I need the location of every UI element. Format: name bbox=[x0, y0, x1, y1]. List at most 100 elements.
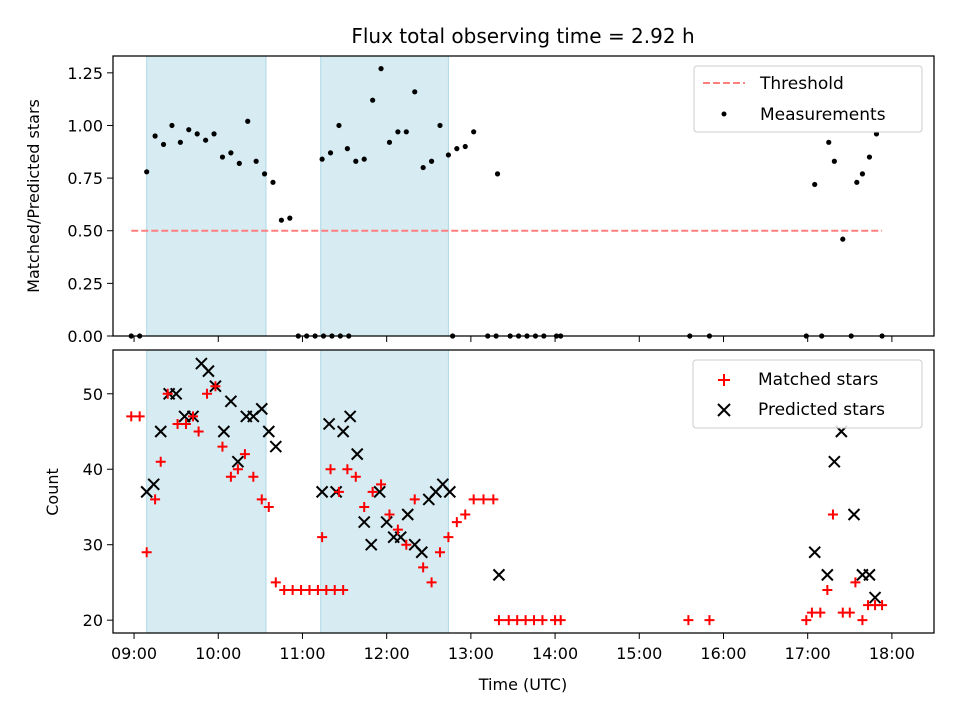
measurement-point bbox=[228, 150, 234, 156]
matched-star-point bbox=[134, 411, 145, 422]
matched-star-point bbox=[392, 524, 403, 535]
predicted-star-point bbox=[154, 425, 167, 438]
predicted-star-point bbox=[269, 440, 283, 453]
matched-star-point bbox=[217, 441, 228, 452]
matched-star-point bbox=[180, 418, 191, 429]
predicted-star-point bbox=[350, 447, 364, 461]
predicted-star-point bbox=[315, 485, 329, 499]
matched-star-point bbox=[256, 494, 267, 505]
measurement-point bbox=[253, 158, 259, 164]
predicted-star-point bbox=[821, 568, 834, 582]
matched-star-point bbox=[401, 539, 412, 550]
measurement-point bbox=[812, 181, 818, 188]
matched-star-point bbox=[202, 388, 213, 399]
matched-star-point bbox=[193, 426, 204, 437]
matched-star-point bbox=[555, 615, 566, 626]
predicted-star-point bbox=[863, 568, 876, 582]
bottom-xtick-label: 18:00 bbox=[869, 644, 915, 663]
measurement-point bbox=[245, 118, 251, 124]
matched-star-point bbox=[126, 411, 137, 422]
measurement-point bbox=[261, 171, 268, 177]
measurement-point bbox=[412, 89, 418, 95]
matched-star-point bbox=[225, 471, 236, 482]
matched-star-point bbox=[801, 615, 812, 626]
chart-title: Flux total observing time = 2.92 h bbox=[351, 24, 694, 48]
bottom-legend: Matched stars Predicted stars bbox=[692, 359, 923, 429]
top-ytick-label: 0.00 bbox=[67, 327, 103, 346]
legend-matched-label: Matched stars bbox=[758, 370, 878, 390]
measurement-point bbox=[177, 139, 183, 145]
bottom-xlabel: Time (UTC) bbox=[478, 675, 567, 694]
predicted-star-point bbox=[828, 455, 841, 468]
matched-star-point bbox=[172, 418, 183, 429]
matched-star-point bbox=[350, 471, 361, 482]
measurement-point bbox=[403, 129, 409, 135]
matched-star-point bbox=[325, 464, 336, 475]
top-shaded-interval bbox=[146, 55, 267, 337]
predicted-star-point bbox=[343, 410, 357, 423]
matched-star-point bbox=[270, 577, 281, 588]
predicted-star-point bbox=[415, 546, 428, 559]
matched-star-point bbox=[503, 615, 514, 626]
bottom-panel: 20 30 40 50 09:00 10:00 11:00 12:00 13:00 14:00 1… bbox=[43, 349, 935, 694]
matched-star-point bbox=[460, 509, 471, 520]
matched-star-point bbox=[529, 615, 540, 626]
predicted-star-point bbox=[231, 455, 245, 468]
bottom-ylabel: Count bbox=[43, 468, 62, 516]
measurement-point bbox=[854, 179, 860, 185]
matched-star-point bbox=[493, 615, 504, 626]
predicted-star-point bbox=[255, 402, 268, 416]
predicted-star-point bbox=[358, 515, 371, 529]
top-ytick-label: 0.50 bbox=[67, 222, 103, 241]
matched-star-point bbox=[279, 584, 290, 595]
measurement-point bbox=[327, 150, 334, 156]
predicted-star-point bbox=[322, 417, 336, 431]
measurement-point bbox=[866, 154, 873, 160]
predicted-star-point bbox=[262, 425, 275, 438]
measurement-point bbox=[462, 143, 468, 150]
predicted-star-point bbox=[217, 425, 231, 438]
predicted-star-point bbox=[808, 546, 821, 559]
top-shaded-interval bbox=[320, 55, 449, 337]
top-ytick-label: 1.00 bbox=[67, 116, 103, 135]
top-legend: Threshold Measurements bbox=[693, 65, 923, 133]
measurement-point bbox=[445, 152, 452, 158]
matched-star-point bbox=[239, 449, 250, 460]
measurement-point bbox=[370, 97, 376, 103]
matched-star-point bbox=[296, 584, 307, 595]
matched-star-point bbox=[210, 381, 221, 392]
matched-star-point bbox=[384, 509, 395, 520]
matched-star-point bbox=[850, 577, 861, 588]
measurement-point bbox=[428, 158, 435, 164]
measurement-point bbox=[873, 131, 880, 137]
matched-star-point bbox=[333, 486, 344, 497]
legend-threshold-label: Threshold bbox=[759, 74, 844, 94]
matched-star-point bbox=[155, 456, 166, 467]
bottom-xtick-label: 11:00 bbox=[279, 644, 325, 663]
measurement-point bbox=[826, 139, 832, 145]
matched-star-point bbox=[512, 615, 523, 626]
legend-predicted-label: Predicted stars bbox=[758, 400, 885, 420]
matched-star-point bbox=[822, 584, 833, 595]
predicted-star-point bbox=[202, 364, 215, 378]
matched-star-point bbox=[312, 584, 323, 595]
predicted-star-point bbox=[492, 568, 506, 582]
matched-star-point bbox=[426, 577, 437, 588]
bottom-ytick-label: 30 bbox=[83, 536, 103, 555]
measurement-point bbox=[270, 179, 276, 185]
measurement-point bbox=[203, 137, 209, 143]
measurement-point bbox=[219, 154, 226, 160]
top-panel: 0.00 0.25 0.50 0.75 1.00 1.25 Matched/Predict… bbox=[24, 55, 935, 346]
bottom-xtick-label: 14:00 bbox=[532, 644, 578, 663]
legend-matched-swatch bbox=[718, 374, 730, 386]
legend-measurements-label: Measurements bbox=[760, 105, 886, 125]
matched-star-point bbox=[683, 615, 694, 626]
predicted-star-point bbox=[868, 591, 882, 604]
bottom-axes-frame bbox=[112, 349, 935, 634]
matched-star-point bbox=[844, 607, 855, 618]
measurement-point bbox=[211, 131, 217, 137]
top-ytick-label: 0.75 bbox=[67, 169, 103, 188]
matched-star-point bbox=[443, 532, 454, 543]
bottom-xtick-label: 13:00 bbox=[448, 644, 494, 663]
matched-star-point bbox=[304, 584, 315, 595]
